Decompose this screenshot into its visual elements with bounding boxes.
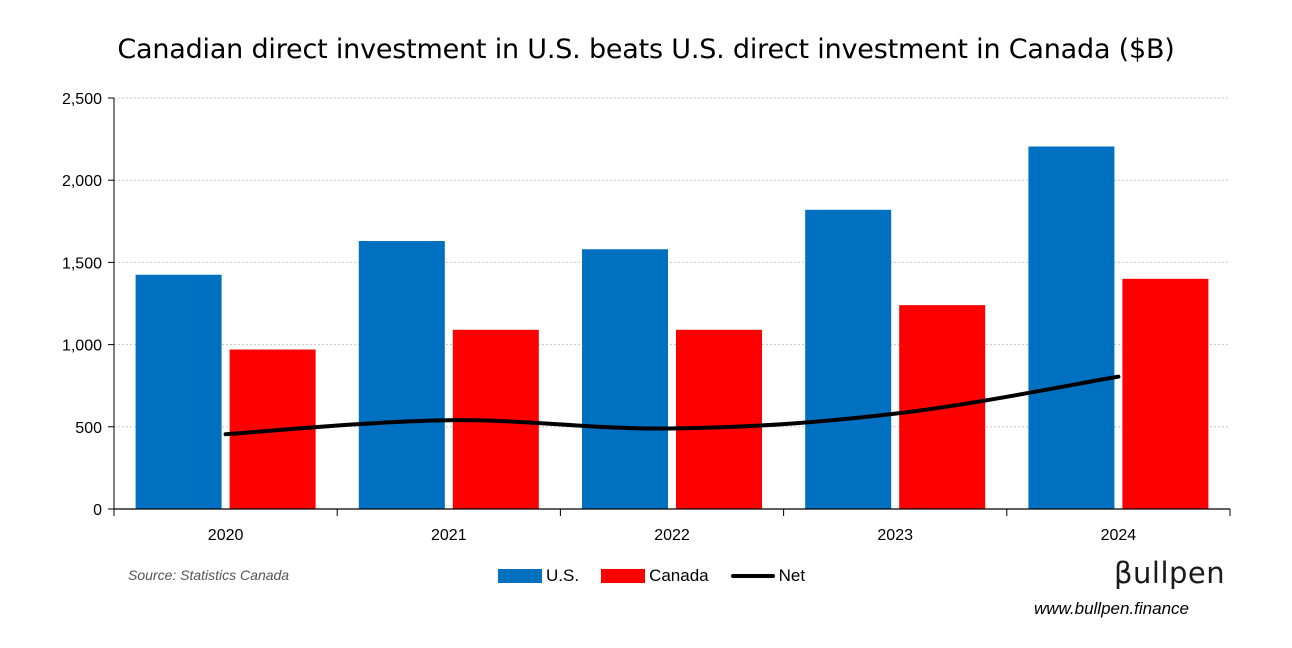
source-note: Source: Statistics Canada — [128, 567, 290, 583]
y-tick-label: 1,500 — [62, 255, 102, 272]
bars — [135, 146, 1209, 510]
tick-labels: 0 500 1,000 1,500 2,000 2,500 2020 2021 2022 2023… — [62, 91, 1136, 544]
line-net — [223, 374, 1121, 437]
y-tick-label: 2,000 — [62, 173, 102, 190]
bar-canada-2024 — [1122, 278, 1209, 509]
legend-item-canada: Canada — [601, 566, 709, 586]
legend-label-net: Net — [778, 566, 806, 585]
legend-label-canada: Canada — [649, 566, 709, 585]
bar-us-2023 — [805, 209, 892, 510]
legend-item-net: Net — [730, 566, 806, 586]
x-tick-label-2024: 2024 — [1101, 527, 1137, 544]
x-tick-label-2023: 2023 — [877, 527, 913, 544]
y-tick-label: 2,500 — [62, 91, 102, 108]
net-line — [223, 374, 1121, 437]
x-tick-label-2020: 2020 — [208, 527, 244, 544]
y-tick-label: 500 — [75, 420, 102, 437]
brand-logo: βullpen — [1114, 556, 1226, 590]
bar-canada-2022 — [676, 329, 762, 509]
bar-us-2022 — [582, 249, 668, 510]
y-tick-label: 0 — [93, 502, 102, 519]
legend-swatch-us — [498, 569, 542, 583]
axes — [108, 97, 1231, 516]
legend-label-us: U.S. — [546, 566, 580, 585]
legend-item-us: U.S. — [498, 566, 579, 586]
bar-us-2020 — [135, 274, 222, 509]
x-tick-label-2021: 2021 — [431, 527, 467, 544]
brand-url: www.bullpen.finance — [1034, 599, 1189, 618]
legend-swatch-net — [730, 574, 775, 578]
chart-title: Canadian direct investment in U.S. beats… — [117, 34, 1175, 65]
x-tick-label-2022: 2022 — [654, 527, 690, 544]
legend: U.S. Canada Net — [498, 566, 827, 586]
y-tick-label: 1,000 — [62, 338, 102, 355]
legend-swatch-canada — [601, 569, 646, 583]
bar-us-2021 — [358, 241, 445, 509]
bar-us-2024 — [1028, 146, 1115, 510]
